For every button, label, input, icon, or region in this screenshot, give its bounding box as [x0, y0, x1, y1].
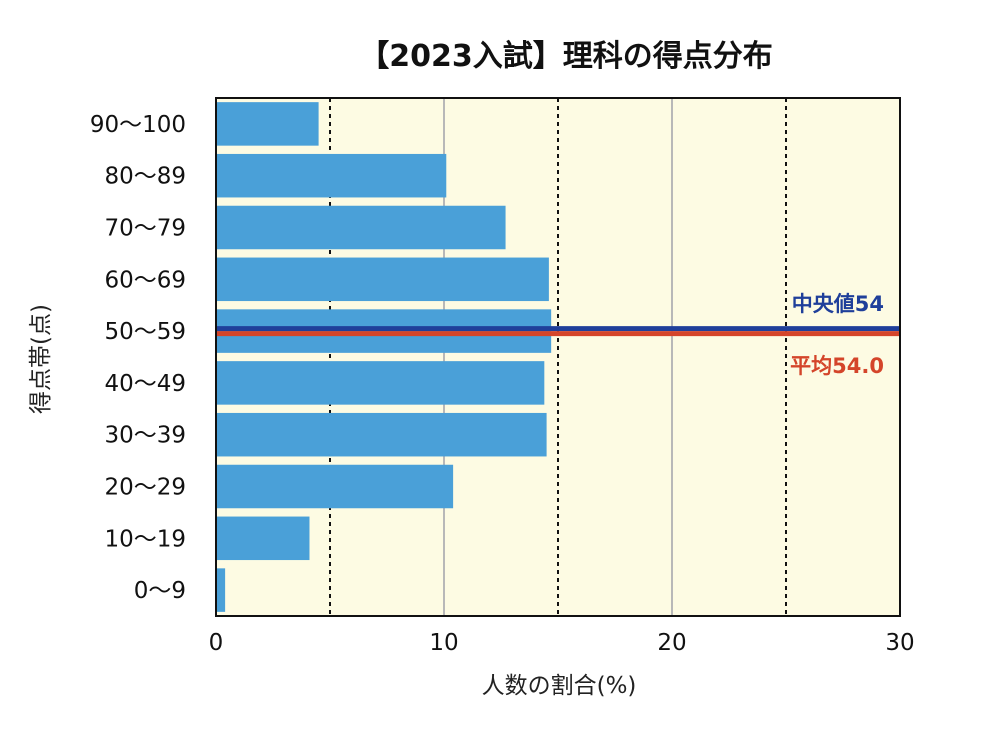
y-tick-label: 90〜100 [90, 112, 186, 138]
reference-line-label: 中央値54 [792, 292, 884, 316]
x-tick-label: 0 [209, 630, 224, 656]
y-tick-label: 30〜39 [104, 423, 186, 449]
reference-line-label: 平均54.0 [790, 354, 884, 378]
y-tick-label: 60〜69 [104, 267, 186, 293]
x-axis-label: 人数の割合(%) [482, 673, 637, 699]
bar [217, 205, 506, 250]
bar [217, 568, 226, 612]
y-tick-label: 0〜9 [134, 578, 186, 604]
x-tick-label: 10 [429, 630, 458, 656]
y-tick-label: 80〜89 [104, 164, 186, 190]
bar [217, 257, 549, 302]
bar [217, 361, 545, 405]
bar [217, 412, 547, 457]
y-tick-label: 20〜29 [104, 475, 186, 501]
x-tick-label: 20 [657, 630, 686, 656]
bar [217, 516, 310, 561]
reference-lines: 中央値54 平均54.0 [216, 292, 900, 378]
x-tick-labels: 0 10 20 30 [209, 630, 915, 656]
bar [217, 102, 319, 146]
y-tick-label: 40〜49 [104, 371, 186, 397]
chart-title: 【2023入試】理科の得点分布 [359, 39, 773, 74]
y-axis-label: 得点帯(点) [28, 304, 54, 414]
plot-frame [215, 97, 901, 617]
y-tick-label: 10〜19 [104, 526, 186, 552]
y-tick-label: 70〜79 [104, 216, 186, 242]
y-tick-labels: 90〜100 80〜89 70〜79 60〜69 50〜59 40〜49 30〜39 20〜2… [90, 112, 186, 604]
bar [217, 464, 454, 509]
x-tick-label: 30 [885, 630, 914, 656]
bars [217, 102, 552, 612]
y-tick-label: 50〜59 [104, 319, 186, 345]
bar [217, 153, 447, 198]
